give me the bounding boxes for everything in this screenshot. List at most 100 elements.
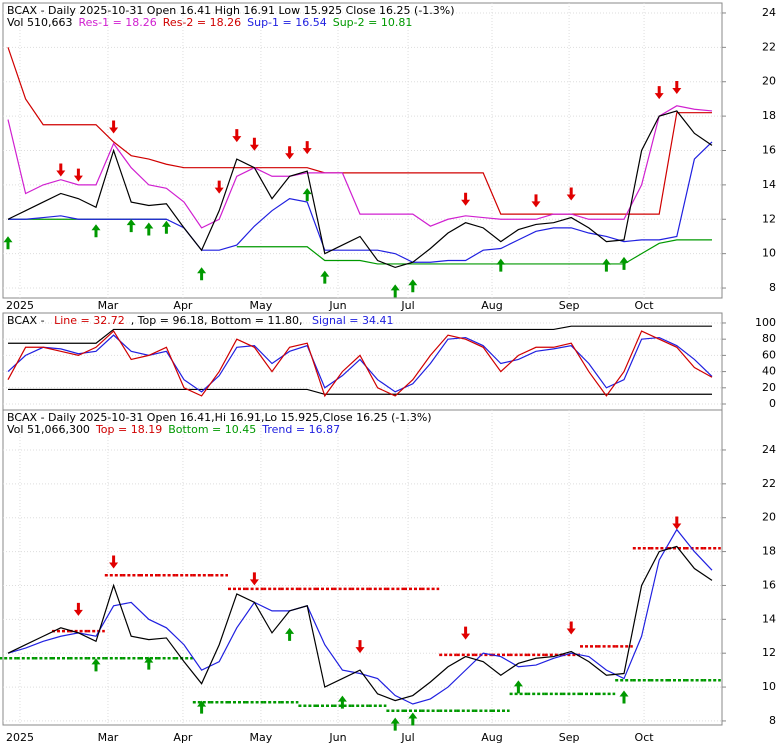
panel-frame (2, 409, 723, 726)
buy-arrow (161, 220, 171, 234)
y-tick-label: 8 (769, 714, 776, 727)
x-tick-label: Jul (400, 731, 414, 744)
sell-arrow (566, 621, 576, 635)
y-tick-label: 18 (762, 109, 776, 122)
x-tick-label: Mar (98, 299, 119, 312)
header-item: Vol 51,066,300 (7, 423, 90, 436)
sell-arrow (56, 163, 66, 177)
sell-arrow (672, 80, 682, 94)
buy-arrow (285, 627, 295, 641)
buy-arrow (601, 258, 611, 272)
y-tick-label: 14 (762, 178, 776, 191)
buy-arrow (390, 717, 400, 731)
x-tick-label: Oct (635, 731, 655, 744)
sell-arrow (249, 137, 259, 151)
y-tick-label: 100 (755, 316, 776, 329)
y-tick-label: 40 (762, 365, 776, 378)
buy-arrow (619, 690, 629, 704)
x-tick-label: Aug (481, 731, 502, 744)
sell-arrow (109, 120, 119, 134)
sell-arrow (302, 141, 312, 155)
sell-arrow (285, 146, 295, 160)
buy-arrow (408, 712, 418, 726)
buy-arrow (91, 224, 101, 238)
buy-arrow (126, 219, 136, 233)
header-item: Top = 18.19 (95, 423, 162, 436)
y-tick-label: 18 (762, 545, 776, 558)
sell-arrow (654, 86, 664, 100)
series-line (8, 141, 713, 263)
header-item: Line = 32.72 (54, 314, 125, 327)
buy-arrow (144, 656, 154, 670)
series-line (7, 528, 713, 705)
buy-arrow (144, 222, 154, 236)
y-tick-label: 24 (762, 6, 776, 19)
x-tick-label: May (250, 299, 273, 312)
header-text: BCAX - Daily 2025-10-31 Open 16.41 High … (7, 4, 455, 17)
y-tick-label: 16 (762, 144, 776, 157)
sell-arrow (566, 187, 576, 201)
series-line (7, 545, 713, 702)
y-tick-label: 60 (762, 348, 776, 361)
header-item: BCAX - Daily 2025-10-31 Open 16.41,Hi 16… (7, 411, 432, 424)
header-item: Vol 510,663 (7, 16, 72, 29)
y-tick-label: 20 (762, 511, 776, 524)
series-line (7, 334, 713, 393)
sell-arrow (249, 572, 259, 586)
panel-frame (2, 2, 723, 299)
series-line (7, 330, 713, 398)
series-line (7, 110, 713, 269)
buy-arrow (3, 236, 13, 250)
header-item: Sup-2 = 10.81 (333, 16, 413, 29)
header-item: Signal = 34.41 (312, 314, 394, 327)
y-tick-label: 22 (762, 477, 776, 490)
sell-arrow (672, 516, 682, 530)
series-line (8, 388, 712, 395)
header-item: BCAX - Daily 2025-10-31 Open 16.41 High … (7, 4, 455, 17)
header-text: BCAX - Line = 32.72 , Top = 96.18, Bottom… (7, 314, 393, 327)
series-line (7, 105, 713, 229)
y-tick-label: 12 (762, 646, 776, 659)
x-tick-label: Apr (173, 299, 193, 312)
header-text: Vol 510,663 Res-1 = 18.26 Res-2 = 18.26 Sup… (7, 16, 412, 29)
header-item: Res-2 = 18.26 (163, 16, 241, 29)
y-tick-label: 8 (769, 281, 776, 294)
buy-arrow (320, 270, 330, 284)
y-tick-label: 22 (762, 40, 776, 53)
x-tick-label: 2025 (6, 731, 34, 744)
x-tick-label: 2025 (6, 299, 34, 312)
header-item: Bottom = 10.45 (168, 423, 256, 436)
header-item: BCAX - (7, 314, 48, 327)
x-tick-label: Jun (328, 299, 346, 312)
sell-arrow (355, 640, 365, 654)
buy-arrow (619, 256, 629, 270)
sell-arrow (461, 192, 471, 206)
buy-arrow (197, 267, 207, 281)
y-tick-label: 80 (762, 332, 776, 345)
series-line (8, 325, 712, 344)
y-tick-label: 12 (762, 212, 776, 225)
sell-arrow (109, 555, 119, 569)
y-tick-label: 24 (762, 443, 776, 456)
y-tick-label: 20 (762, 75, 776, 88)
x-tick-label: Aug (481, 299, 502, 312)
buy-arrow (337, 695, 347, 709)
buy-arrow (390, 284, 400, 298)
y-tick-label: 14 (762, 612, 776, 625)
buy-arrow (513, 680, 523, 694)
header-item: Trend = 16.87 (261, 423, 340, 436)
x-tick-label: Apr (173, 731, 193, 744)
buy-arrow (197, 700, 207, 714)
header-item: Res-1 = 18.26 (78, 16, 156, 29)
x-tick-label: Sep (559, 731, 580, 744)
sell-arrow (232, 129, 242, 143)
header-text: BCAX - Daily 2025-10-31 Open 16.41,Hi 16… (7, 411, 432, 424)
y-tick-label: 20 (762, 381, 776, 394)
y-tick-label: 10 (762, 247, 776, 260)
x-tick-label: Jul (400, 299, 414, 312)
sell-arrow (461, 626, 471, 640)
x-tick-label: Sep (559, 299, 580, 312)
y-tick-label: 16 (762, 578, 776, 591)
